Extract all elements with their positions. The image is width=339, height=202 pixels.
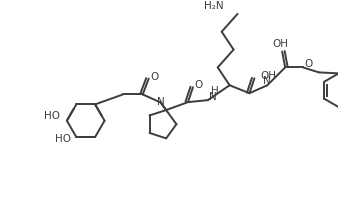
Text: OH: OH [272, 39, 288, 49]
Text: HO: HO [55, 134, 71, 144]
Text: O: O [305, 59, 313, 69]
Text: N: N [209, 92, 217, 102]
Text: H₂N: H₂N [204, 1, 224, 11]
Text: OH: OH [260, 71, 276, 81]
Text: O: O [195, 80, 203, 90]
Text: O: O [151, 72, 159, 82]
Text: N: N [157, 97, 164, 107]
Text: N: N [263, 76, 271, 86]
Text: H: H [211, 86, 219, 96]
Text: HO: HO [44, 111, 60, 121]
